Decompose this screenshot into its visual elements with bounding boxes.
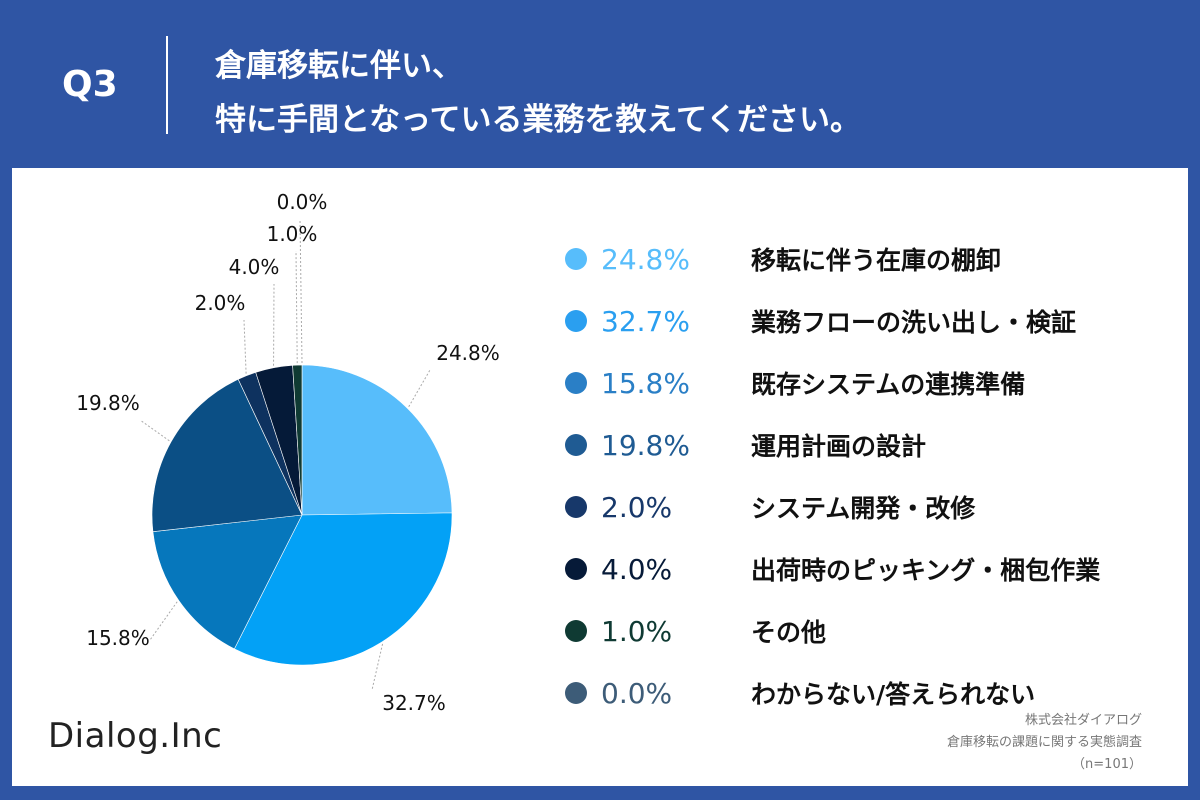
pie-slice [233, 512, 453, 666]
question-text-line2: 特に手間となっている業務を教えてください。 [215, 102, 862, 138]
pie-slice [151, 378, 303, 533]
slice-label: 19.8% [76, 391, 140, 415]
slice-label: 24.8% [436, 341, 500, 365]
source-note: 株式会社ダイアログ 倉庫移転の課題に関する実態調査 （n=101） [947, 710, 1142, 776]
legend-percentage: 24.8% [601, 242, 690, 276]
legend-label: 出荷時のピッキング・梱包作業 [751, 556, 1101, 585]
legend-item: 4.0% 出荷時のピッキング・梱包作業 [565, 538, 1165, 600]
pie-slices [151, 364, 453, 666]
company-logo: Dialog.Inc [48, 716, 223, 756]
legend-label: 業務フローの洗い出し・検証 [751, 308, 1077, 337]
legend-percentage: 19.8% [601, 428, 690, 462]
leader-line [408, 369, 431, 408]
legend-label: システム開発・改修 [751, 494, 976, 523]
leader-line [299, 218, 303, 364]
slice-label: 32.7% [382, 691, 446, 715]
header: Q3 倉庫移転に伴い、 特に手間となっている業務を教えてください。 [0, 0, 1200, 168]
legend-percentage: 1.0% [601, 614, 673, 648]
source-survey: 倉庫移転の課題に関する実態調査 [946, 735, 1142, 750]
leader-line [295, 250, 298, 364]
leader-line [139, 419, 170, 442]
legend-swatch [565, 496, 587, 518]
legend-label: 既存システムの連携準備 [751, 370, 1026, 399]
legend-item: 0.0% わからない/答えられない [565, 662, 1165, 724]
slice-label: 2.0% [195, 291, 246, 315]
legend-percentage: 32.7% [601, 304, 690, 338]
slice-label: 0.0% [277, 190, 328, 214]
legend-swatch [565, 434, 587, 456]
question-number: Q3 [62, 64, 118, 105]
question-text-line1: 倉庫移転に伴い、 [215, 48, 463, 84]
legend-swatch [565, 310, 587, 332]
slice-label: 15.8% [86, 626, 150, 650]
legend-label: その他 [751, 618, 827, 647]
pie-slice [301, 364, 453, 516]
legend-label: 運用計画の設計 [751, 432, 927, 461]
legend-item: 1.0% その他 [565, 600, 1165, 662]
leader-line [149, 601, 178, 641]
legend-swatch [565, 682, 587, 704]
legend-percentage: 2.0% [601, 490, 673, 524]
leader-line [371, 643, 384, 691]
pie-slice [292, 364, 303, 516]
legend-item: 32.7% 業務フローの洗い出し・検証 [565, 290, 1165, 352]
pie-slice [152, 514, 303, 650]
legend-percentage: 4.0% [601, 552, 673, 586]
legend-swatch [565, 248, 587, 270]
header-divider [166, 36, 168, 134]
legend-label: 移転に伴う在庫の棚卸 [751, 246, 1002, 275]
legend-swatch [565, 372, 587, 394]
legend-swatch [565, 558, 587, 580]
legend-swatch [565, 620, 587, 642]
source-company: 株式会社ダイアログ [1024, 713, 1142, 728]
legend-percentage: 15.8% [601, 366, 690, 400]
legend-item: 19.8% 運用計画の設計 [565, 414, 1165, 476]
legend-item: 24.8% 移転に伴う在庫の棚卸 [565, 228, 1165, 290]
slice-label: 1.0% [267, 222, 318, 246]
slice-labels: 24.8% 32.7% 15.8% 19.8% 2.0% 4.0% 1.0% 0.0% [76, 190, 500, 715]
leader-lines [139, 218, 431, 691]
source-sample-size: （n=101） [1072, 757, 1142, 772]
legend-percentage: 0.0% [601, 676, 673, 710]
legend-item: 15.8% 既存システムの連携準備 [565, 352, 1165, 414]
leader-line [243, 319, 247, 374]
legend-label: わからない/答えられない [751, 680, 1036, 709]
legend: 24.8% 移転に伴う在庫の棚卸 32.7% 業務フローの洗い出し・検証 15.8% 既存… [565, 228, 1165, 724]
legend-item: 2.0% システム開発・改修 [565, 476, 1165, 538]
slice-label: 4.0% [229, 255, 280, 279]
